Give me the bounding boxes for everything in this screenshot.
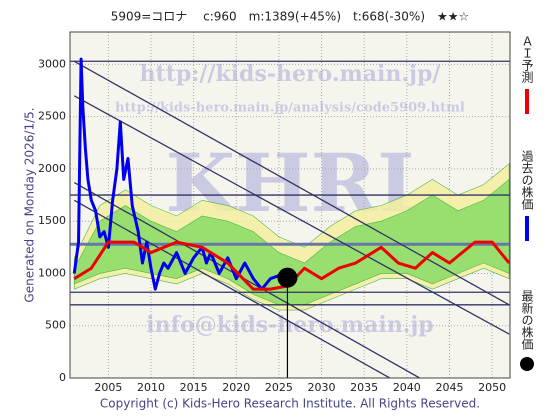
- x-tick-label: 2005: [94, 381, 122, 394]
- legend-swatch: [520, 357, 534, 371]
- trend-line: [73, 60, 510, 306]
- x-tick-label: 2025: [265, 381, 293, 394]
- legend-label: 最新の株価: [520, 290, 534, 350]
- legend-label: 過去の株価: [520, 150, 534, 210]
- chart-title: 5909=コロナ c:960 m:1389(+45%) t:668(-30%) …: [111, 10, 470, 24]
- trend-line: [73, 181, 420, 378]
- y-tick-label: 3000: [38, 57, 66, 70]
- footer: Copyright (c) Kids-Hero Research Institu…: [100, 397, 480, 411]
- watermark: http://kids-hero.main.jp/: [140, 61, 442, 87]
- y-tick-label: 0: [59, 371, 66, 384]
- plot: http://kids-hero.main.jp/http://kids-her…: [70, 32, 510, 378]
- x-tick-label: 2040: [393, 381, 421, 394]
- plot-frame: [69, 31, 511, 379]
- y-tick-label: 1000: [38, 266, 66, 279]
- latest-point: [277, 267, 298, 288]
- x-tick-label: 2010: [137, 381, 165, 394]
- trend-line: [73, 199, 391, 378]
- legend-label: ＡＩ予測: [520, 35, 534, 84]
- watermark: http://kids-hero.main.jp/analysis/code59…: [115, 101, 465, 116]
- x-tick-label: 2035: [350, 381, 378, 394]
- x-tick-label: 2020: [222, 381, 250, 394]
- forecast-band: [73, 178, 510, 306]
- x-tick-label: 2050: [478, 381, 506, 394]
- x-tick-label: 2045: [435, 381, 463, 394]
- y-tick-label: 1500: [38, 214, 66, 227]
- y-tick-label: 2500: [38, 110, 66, 123]
- series-line: [73, 240, 510, 291]
- trend-line: [73, 95, 510, 335]
- side-label: Generated on Monday 2026/1/5.: [23, 107, 37, 302]
- x-tick-label: 2030: [308, 381, 336, 394]
- y-tick-label: 500: [45, 319, 66, 332]
- x-tick-label: 2015: [180, 381, 208, 394]
- watermark: info@kids-hero.main.jp: [146, 312, 433, 338]
- y-tick-label: 2000: [38, 162, 66, 175]
